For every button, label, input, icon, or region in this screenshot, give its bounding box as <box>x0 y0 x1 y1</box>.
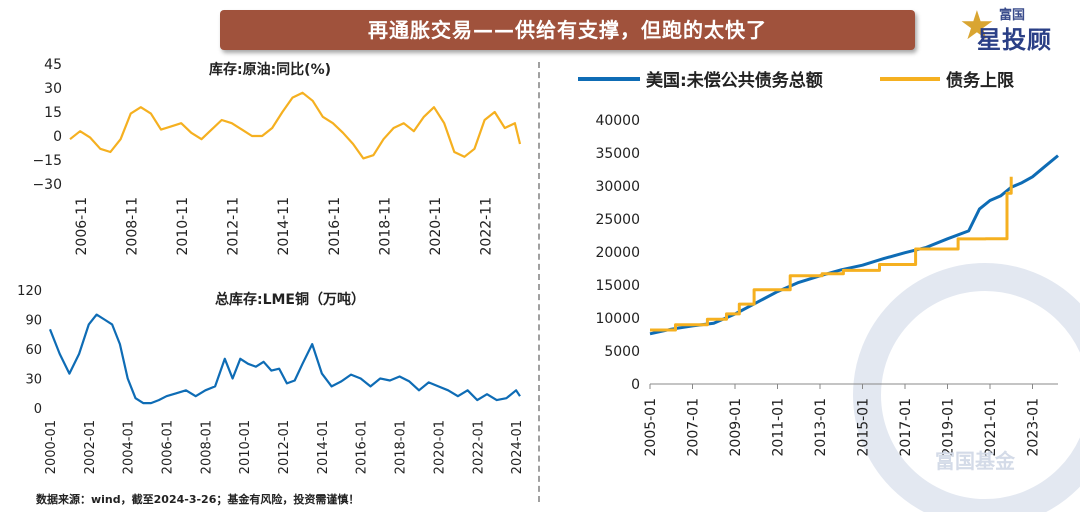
crude-y-tick-label: −30 <box>32 177 62 193</box>
debt-y-tick-label: 20000 <box>595 245 640 261</box>
copper-chart-title: 总库存:LME铜（万吨） <box>215 291 365 308</box>
watermark-text: 富国基金 <box>935 449 1015 473</box>
us-debt-chart: 美国:未偿公共债务总额 债务上限 40000 35000 30000 25000 200… <box>578 70 1059 457</box>
debt-y-tick-label: 25000 <box>595 212 640 228</box>
debt-x-tick-label: 2023-01 <box>1026 398 1042 457</box>
copper-x-tick-label: 2012-01 <box>277 420 292 474</box>
debt-y-tick-label: 10000 <box>595 311 640 327</box>
crude-x-tick-label: 2006-11 <box>74 197 90 256</box>
crude-y-tick-label: −15 <box>32 153 62 169</box>
copper-x-tick-label: 2004-01 <box>122 420 137 474</box>
copper-series-line-0 <box>48 313 521 405</box>
debt-x-tick-label: 2009-01 <box>728 398 744 457</box>
crude-y-tick-label: 0 <box>53 129 62 145</box>
copper-x-tick-label: 2010-01 <box>238 420 253 474</box>
crude-x-tick-label: 2010-11 <box>175 197 191 256</box>
copper-x-tick-label: 2014-01 <box>316 420 331 474</box>
copper-x-tick-label: 2022-01 <box>471 420 486 474</box>
copper-y-tick-label: 90 <box>25 314 42 329</box>
debt-x-tick-label: 2005-01 <box>643 398 659 457</box>
legend-label-ceiling: 债务上限 <box>946 70 1014 91</box>
panel-divider <box>538 62 540 502</box>
legend: 美国:未偿公共债务总额 债务上限 <box>578 70 1014 91</box>
copper-x-tick-label: 2024-01 <box>510 420 525 474</box>
logo-top-text: 富国 <box>999 8 1026 23</box>
debt-y-tick-label: 5000 <box>604 344 640 360</box>
copper-x-tick-label: 2020-01 <box>432 420 447 474</box>
copper-y-tick-label: 30 <box>25 373 42 388</box>
brand-logo: ★ 富国 星投顾 <box>957 2 1077 58</box>
logo-main-text: 星投顾 <box>977 26 1052 54</box>
crude-x-tick-label: 2014-11 <box>276 197 292 256</box>
debt-y-tick-label: 30000 <box>595 179 640 195</box>
debt-series-line-1 <box>650 176 1013 332</box>
source-note: 数据来源：wind，截至2024-3-26；基金有风险，投资需谨慎！ <box>36 493 360 506</box>
debt-x-tick-label: 2017-01 <box>898 398 914 457</box>
crude-x-tick-label: 2020-11 <box>428 197 444 256</box>
copper-y-tick-label: 120 <box>17 284 42 299</box>
debt-y-tick-label: 0 <box>631 377 640 393</box>
copper-x-tick-label: 2008-01 <box>199 420 214 474</box>
copper-x-tick-label: 2006-01 <box>161 420 176 474</box>
debt-y-tick-label: 40000 <box>595 113 640 129</box>
crude-x-tick-label: 2008-11 <box>125 197 141 256</box>
debt-y-tick-label: 35000 <box>595 146 640 162</box>
copper-x-tick-label: 2016-01 <box>355 420 370 474</box>
crude-x-tick-label: 2022-11 <box>478 197 494 256</box>
copper-y-tick-label: 0 <box>34 402 42 417</box>
copper-x-tick-label: 2000-01 <box>44 420 59 474</box>
crude-x-tick-label: 2018-11 <box>377 197 393 256</box>
crude-x-tick-label: 2016-11 <box>327 197 343 256</box>
copper-x-tick-label: 2018-01 <box>394 420 409 474</box>
crude-chart-title: 库存:原油:同比(%) <box>209 61 331 78</box>
debt-x-tick-label: 2011-01 <box>771 398 787 457</box>
watermark-circles <box>853 263 1080 512</box>
debt-y-tick-label: 15000 <box>595 278 640 294</box>
crude-inventory-chart: 库存:原油:同比(%) 45 30 15 0 −15 −30 2006-11 2008-11 2… <box>32 57 522 256</box>
debt-x-tick-label: 2021-01 <box>983 398 999 457</box>
page-title: 再通胀交易——供给有支撑，但跑的太快了 <box>368 18 767 42</box>
debt-x-tick-label: 2019-01 <box>941 398 957 457</box>
copper-x-tick-label: 2002-01 <box>83 420 98 474</box>
crude-x-tick-label: 2012-11 <box>226 197 242 256</box>
title-banner: 再通胀交易——供给有支撑，但跑的太快了 <box>220 10 915 50</box>
star-icon: ★ <box>959 3 995 49</box>
crude-y-tick-label: 15 <box>44 105 62 121</box>
legend-label-debt: 美国:未偿公共债务总额 <box>646 70 823 91</box>
debt-x-tick-label: 2007-01 <box>686 398 702 457</box>
crude-y-tick-label: 45 <box>44 57 62 73</box>
debt-x-tick-label: 2013-01 <box>813 398 829 457</box>
copper-y-tick-label: 60 <box>25 343 42 358</box>
crude-y-tick-label: 30 <box>44 81 62 97</box>
debt-x-tick-label: 2015-01 <box>856 398 872 457</box>
crude-series-line-0 <box>69 91 522 160</box>
debt-series-line-0 <box>649 154 1059 336</box>
